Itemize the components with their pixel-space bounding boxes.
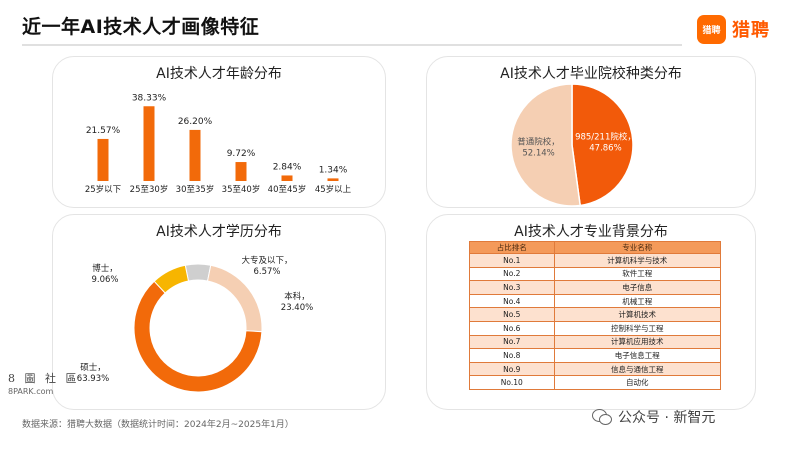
school-slice-value-1: 52.14%	[522, 148, 554, 158]
major-name-cell: 电子信息	[553, 280, 722, 295]
age-bar-3	[235, 162, 247, 181]
education-slice-name-3: 本科，	[284, 291, 310, 302]
table-row: No.5 计算机技术	[469, 307, 722, 322]
table-row: No.2 软件工程	[469, 266, 722, 282]
age-bar-value-3: 9.72%	[227, 149, 256, 159]
education-donut-chart: 硕士，63.93% 博士，9.06% 大专及以下，6.57% 本科，23.40%	[77, 255, 313, 393]
major-name-cell: 机械工程	[553, 293, 722, 309]
age-bar-4	[281, 175, 293, 181]
education-slice-name-1: 博士，	[92, 263, 118, 274]
school-type-panel: AI技术人才毕业院校种类分布 985/211院校， 47.86% 普通院校， 52.1…	[426, 56, 756, 208]
age-category-4: 40至45岁	[268, 184, 307, 195]
major-table-header: 占比排名 专业名称	[469, 241, 722, 254]
major-background-panel: AI技术人才专业背景分布 占比排名 专业名称 No.1 计算机科学与技术 No.2 软…	[426, 214, 756, 410]
logo-text: 猎聘	[732, 20, 770, 41]
table-row: No.1 计算机科学与技术	[469, 253, 722, 268]
major-name-cell: 信息与通信工程	[553, 361, 722, 377]
school-slice-0	[571, 83, 634, 207]
age-bar-2	[189, 129, 201, 181]
watermark-right: 公众号 · 新智元	[592, 407, 715, 427]
major-name-cell: 计算机科学与技术	[553, 253, 722, 268]
education-panel: AI技术人才学历分布 硕士， 63.93% 博士， 9.06% 大专及以下， 6.57% 本…	[52, 214, 386, 410]
school-slice-name-0: 985/211院校，	[575, 132, 636, 143]
table-row: No.7 计算机应用技术	[469, 334, 722, 350]
table-row: No.10 自动化	[469, 375, 722, 390]
age-bar-1	[143, 106, 155, 181]
rank-cell: No.3	[469, 280, 555, 295]
major-name-cell: 电子信息工程	[553, 348, 722, 363]
liepin-logo: 猎聘 猎聘	[697, 14, 770, 44]
logo-mark-icon: 猎聘	[697, 14, 726, 44]
age-bar-value-4: 2.84%	[273, 162, 302, 172]
education-slice-value-3: 23.40%	[281, 303, 313, 313]
age-distribution-panel: AI技术人才年龄分布 21.57% 25岁以下 38.33% 25至30岁 26.20%…	[52, 56, 386, 208]
watermark-right-text: 公众号 · 新智元	[618, 410, 716, 426]
education-slice-2	[184, 263, 212, 282]
education-slice-name-0: 硕士，	[80, 362, 106, 373]
rank-cell: No.1	[469, 253, 555, 268]
age-category-0: 25岁以下	[85, 184, 122, 195]
age-bar-value-2: 26.20%	[178, 117, 213, 127]
education-chart-title: AI技术人才学历分布	[156, 224, 282, 240]
table-row: No.3 电子信息	[469, 280, 722, 295]
major-name-cell: 控制科学与工程	[553, 320, 722, 336]
major-table: 占比排名 专业名称 No.1 计算机科学与技术 No.2 软件工程 No.3 电子信息 No…	[469, 241, 722, 390]
major-name-cell: 自动化	[553, 375, 722, 390]
age-bar-value-5: 1.34%	[319, 165, 348, 175]
table-row: No.6 控制科学与工程	[469, 320, 722, 336]
school-pie-chart: 985/211院校，47.86% 普通院校，52.14%	[510, 83, 636, 207]
age-category-3: 35至40岁	[222, 184, 261, 195]
rank-cell: No.5	[469, 307, 555, 322]
watermark-left-en: 8PARK.com	[8, 387, 54, 396]
rank-cell: No.4	[469, 293, 555, 309]
column-header-major: 专业名称	[553, 241, 722, 254]
watermark-left: 8 圖 社 區 8PARK.com	[8, 372, 80, 398]
watermark-left-cn: 8 圖 社 區	[8, 372, 80, 385]
rank-cell: No.9	[469, 361, 555, 377]
age-bar-5	[327, 178, 339, 181]
wechat-icon	[592, 409, 612, 425]
education-slice-0	[133, 280, 263, 393]
age-bar-value-0: 21.57%	[86, 126, 121, 136]
column-header-rank: 占比排名	[469, 241, 555, 254]
rank-cell: No.2	[469, 266, 555, 282]
table-row: No.4 机械工程	[469, 293, 722, 309]
education-slice-value-2: 6.57%	[253, 267, 280, 277]
major-chart-title: AI技术人才专业背景分布	[514, 224, 668, 240]
page-title: 近一年AI技术人才画像特征	[22, 16, 260, 38]
age-category-1: 25至30岁	[130, 184, 169, 195]
major-name-cell: 软件工程	[553, 266, 722, 282]
title-divider	[22, 44, 682, 46]
age-bar-chart: 21.57% 25岁以下 38.33% 25至30岁 26.20% 30至35岁 9.72%…	[85, 93, 352, 195]
school-chart-title: AI技术人才毕业院校种类分布	[500, 66, 682, 82]
age-category-5: 45岁以上	[315, 184, 352, 195]
rank-cell: No.10	[469, 375, 555, 390]
rank-cell: No.6	[469, 320, 555, 336]
education-slice-value-0: 63.93%	[77, 374, 109, 384]
table-row: No.8 电子信息工程	[469, 348, 722, 363]
rank-cell: No.8	[469, 348, 555, 363]
education-slice-name-2: 大专及以下，	[241, 255, 292, 266]
table-row: No.9 信息与通信工程	[469, 361, 722, 377]
education-slice-value-1: 9.06%	[91, 275, 118, 285]
age-bar-0	[97, 138, 109, 181]
school-slice-value-0: 47.86%	[589, 144, 621, 154]
age-bar-value-1: 38.33%	[132, 93, 167, 103]
rank-cell: No.7	[469, 334, 555, 350]
data-source-note: 数据来源：猎聘大数据（数据统计时间：2024年2月~2025年1月）	[22, 420, 294, 430]
education-slice-1	[153, 264, 190, 294]
age-category-2: 30至35岁	[176, 184, 215, 195]
major-name-cell: 计算机技术	[553, 307, 722, 322]
school-slice-1	[510, 83, 582, 207]
age-chart-title: AI技术人才年龄分布	[156, 66, 282, 82]
major-name-cell: 计算机应用技术	[553, 334, 722, 350]
school-slice-name-1: 普通院校，	[517, 136, 560, 147]
